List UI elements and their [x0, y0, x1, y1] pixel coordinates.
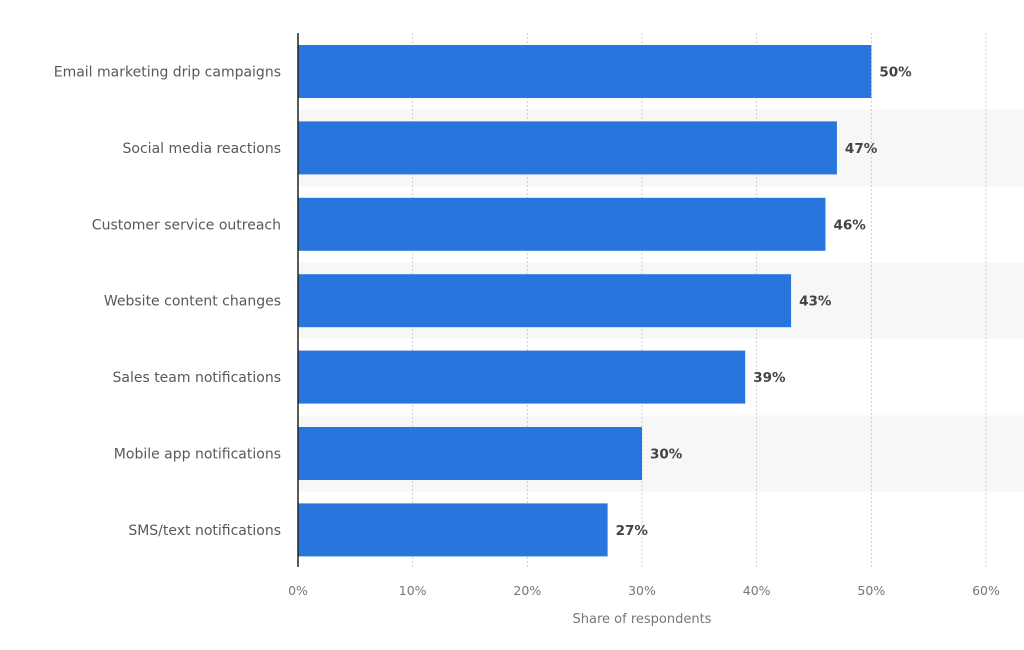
x-axis-title: Share of respondents — [573, 612, 712, 627]
bar — [298, 197, 826, 251]
category-label: Sales team notifications — [112, 370, 281, 386]
category-label: Social media reactions — [123, 141, 281, 157]
data-label: 27% — [616, 523, 649, 539]
x-tick-label: 60% — [972, 583, 1000, 598]
x-tick-label: 30% — [628, 583, 656, 598]
bar — [298, 427, 642, 480]
category-label: Email marketing drip campaigns — [54, 65, 281, 81]
bar — [298, 350, 746, 404]
x-tick-label: 40% — [743, 583, 771, 598]
category-label: Website content changes — [104, 294, 281, 310]
category-label: Mobile app notifications — [114, 447, 281, 463]
bar — [298, 45, 872, 98]
data-label: 30% — [650, 447, 683, 463]
bar — [298, 503, 608, 557]
x-tick-label: 20% — [513, 583, 541, 598]
x-tick-label: 0% — [288, 583, 308, 598]
data-label: 43% — [799, 294, 832, 310]
bar — [298, 274, 792, 328]
data-label: 39% — [753, 370, 786, 386]
data-label: 50% — [879, 65, 912, 81]
category-label: Customer service outreach — [92, 217, 281, 233]
x-tick-label: 50% — [857, 583, 885, 598]
data-label: 47% — [845, 141, 878, 157]
x-tick-label: 10% — [399, 583, 427, 598]
bar — [298, 121, 837, 175]
data-label: 46% — [833, 217, 866, 233]
category-label: SMS/text notifications — [128, 523, 281, 539]
